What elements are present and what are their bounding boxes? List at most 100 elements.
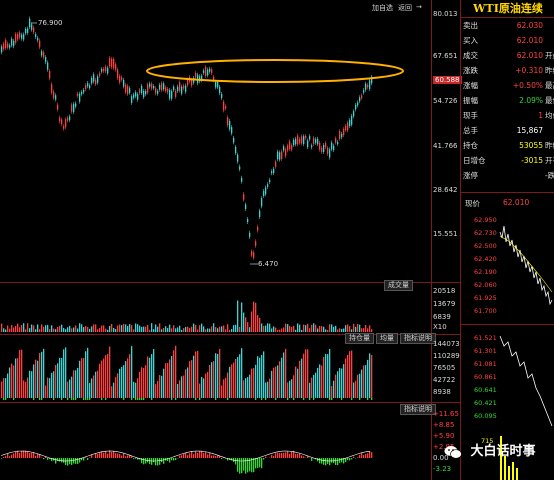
candle-series [1,16,373,260]
indicator-bar [231,458,233,461]
open-interest-bar [133,381,135,398]
open-interest-bar [365,365,367,398]
volume-bar [37,324,39,332]
open-interest-bar [297,368,299,398]
volume-bar [269,323,271,332]
open-interest-bar [257,356,259,398]
open-interest-bar [165,363,167,398]
volume-bar [65,329,67,332]
open-interest-bar [161,375,163,398]
open-interest-tab[interactable]: 持仓量 [345,333,374,344]
add-to-watchlist-button[interactable]: 加自选 [372,4,393,12]
oi-tick-3: 76505 [433,364,456,372]
candle-body [293,139,295,146]
indicator-bar [129,454,131,458]
candle-body [355,104,357,110]
candle-body [25,28,27,34]
open-interest-bar [149,357,151,398]
indicator-bar [195,451,197,458]
open-interest-delta [123,398,125,400]
candle-body [369,80,371,90]
volume-tick-2: 13679 [433,300,456,308]
volume-chart [1,300,373,332]
candle-body [125,84,127,93]
candle-body [285,149,287,157]
open-interest-bar [321,365,323,398]
indicator-bar [191,451,193,458]
open-interest-bar [345,358,347,398]
quote-label: 振幅 [463,96,478,105]
open-interest-delta [265,398,267,400]
quote-row: 成交 62.010开盘 [463,50,554,62]
indicator-bar [145,458,147,464]
avg-volume-tab[interactable]: 均量 [376,333,398,344]
y-tick-1: 80.013 [433,10,458,18]
candle-body [111,58,113,68]
indicator-bar [31,452,33,458]
indicator-bar [17,450,19,458]
quote-value: 53055 [519,141,543,150]
candle-body [263,191,265,196]
next-arrow-button[interactable]: → [416,3,422,11]
open-interest-bar [189,361,191,398]
indicator-bar [245,458,247,474]
indicator-help-tab[interactable]: 指标说明 [400,333,436,344]
indicator-bar [259,458,261,468]
indicator-bar [159,458,161,465]
volume-bar [163,327,165,332]
indicator-bar [243,458,245,471]
candle-body [307,140,309,148]
indicator-bar [125,456,127,458]
mini-price-tick-2: 61.301 [474,347,497,355]
volume-bar [63,327,65,332]
volume-bar [241,302,243,332]
candle-body [241,177,243,182]
indicator-bar [235,458,237,465]
indicator-bar [325,458,327,466]
candle-body [23,34,25,40]
volume-bar [227,324,229,332]
indicator-tab[interactable]: 指标说明 [400,404,436,415]
open-interest-bar [203,378,205,398]
open-interest-bar [87,347,89,398]
candle-body [301,136,303,144]
indicator-bar [321,458,323,464]
volume-bar [271,328,273,332]
indicator-bar [241,458,243,474]
volume-bar [125,324,127,332]
volume-bar [211,326,213,332]
price-chart[interactable] [0,0,431,280]
indicator-bar [335,458,337,465]
open-interest-bar [273,367,275,398]
candle-body [33,27,35,33]
ind-tick-1: +11.65 [433,410,459,418]
indicator-bar [47,458,49,460]
volume-tab[interactable]: 成交量 [384,280,413,291]
open-interest-bar [25,381,27,398]
indicator-bar [283,452,285,458]
indicator-bar [121,455,123,458]
indicator-bar [307,456,309,458]
volume-bar [297,323,299,332]
volume-bar [309,328,311,332]
volume-bar [31,324,33,332]
open-interest-delta [329,398,331,400]
candle-body [343,129,345,136]
open-interest-delta [135,398,137,400]
candle-body [101,69,103,72]
open-interest-bar [147,356,149,398]
volume-bar [237,300,239,332]
candle-body [145,91,147,95]
open-interest-bar [323,356,325,398]
volume-bar [281,328,283,332]
volume-bar [61,324,63,332]
volume-bar [131,325,133,332]
open-interest-bar [213,361,215,398]
open-interest-bar [319,364,321,398]
open-interest-bar [103,358,105,398]
candle-body [233,137,235,143]
return-button[interactable]: 返回 [398,4,412,12]
candle-body [229,120,231,130]
candle-body [335,138,337,143]
volume-bar [205,329,207,332]
